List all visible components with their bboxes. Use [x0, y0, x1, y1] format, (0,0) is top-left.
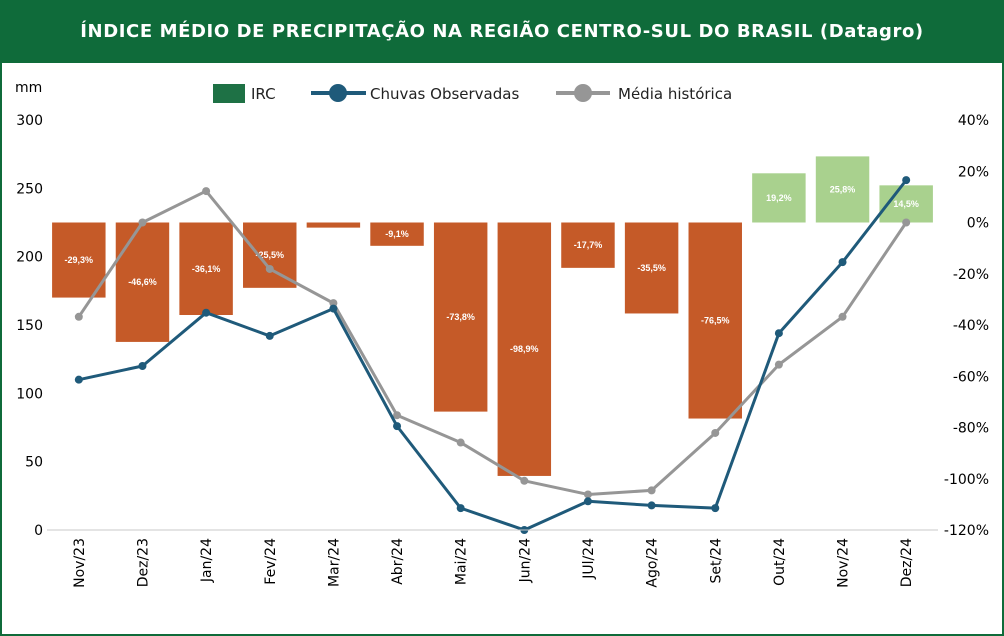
irc-bar-label: 14,5%	[893, 199, 919, 209]
irc-bar-label: -35,5%	[637, 263, 666, 273]
y2-tick-label: -100%	[944, 472, 989, 488]
media-historica-point	[583, 490, 592, 499]
combo-chart: IRC Chuvas Observadas Média histórica -29,…	[15, 80, 989, 588]
legend: IRC Chuvas Observadas Média histórica	[213, 84, 732, 103]
irc-bar-label: -25,5%	[255, 250, 284, 260]
media-historica-point	[902, 218, 911, 227]
irc-bar-label: 25,8%	[830, 184, 856, 194]
irc-bars	[52, 156, 933, 476]
y2-tick-label: -40%	[953, 318, 989, 334]
x-tick-label: Nov/24	[836, 538, 852, 588]
irc-bar-label: -98,9%	[510, 344, 539, 354]
irc-bar-label: -46,6%	[128, 277, 157, 287]
chuvas-observadas-point	[138, 362, 147, 370]
media-historica-line	[77, 189, 908, 496]
x-tick-label: Jun/24	[517, 538, 533, 583]
media-historica-point	[838, 312, 847, 321]
chuvas-observadas-point	[774, 329, 783, 338]
irc-bar-label: -76,5%	[701, 316, 730, 326]
irc-bar	[561, 222, 615, 268]
x-tick-label: Dez/23	[135, 538, 151, 587]
legend-swatch-chuvas-marker	[329, 84, 347, 102]
y2-tick-label: 40%	[958, 113, 989, 129]
irc-bar	[370, 222, 424, 246]
irc-bar	[752, 173, 806, 223]
x-tick-label: Ago/24	[645, 538, 661, 588]
media-historica-point	[138, 218, 147, 227]
chuvas-observadas-point	[902, 176, 911, 185]
x-tick-label: Dez/24	[899, 538, 915, 587]
media-historica-point	[647, 486, 656, 495]
irc-bar	[306, 222, 361, 228]
y2-tick-label: -20%	[953, 267, 989, 283]
x-tick-label: JUl/24	[581, 538, 597, 580]
irc-bar-label: -29,3%	[65, 255, 94, 265]
chuvas-observadas-point	[265, 331, 274, 340]
x-tick-label: Abr/24	[390, 538, 406, 585]
y-tick-label: 200	[16, 250, 43, 266]
media-historica-point	[774, 360, 783, 369]
axes: mm 300 250 200 150 100 50 0 40% 20% 0% -20% -40% -60%…	[15, 80, 989, 588]
irc-bar	[52, 222, 106, 298]
x-tick-label: Out/24	[772, 538, 788, 586]
chuvas-observadas-point	[647, 501, 656, 510]
chuvas-observadas-point	[456, 504, 465, 513]
chuvas-observadas-line	[78, 179, 908, 532]
media-historica-point	[520, 476, 529, 485]
irc-bar	[433, 222, 488, 412]
chuvas-observadas-point	[583, 497, 592, 506]
irc-bar	[688, 222, 742, 419]
y-tick-label: 50	[25, 455, 43, 471]
chuvas-observadas-point	[393, 422, 402, 431]
y2-tick-label: 0%	[967, 216, 989, 232]
irc-bar-label: 19,2%	[766, 193, 792, 203]
y-tick-label: 0	[34, 523, 43, 539]
media-historica-point	[711, 428, 720, 437]
media-historica-point	[74, 312, 83, 321]
legend-swatch-media-marker	[574, 84, 592, 102]
y-tick-label: 100	[16, 386, 43, 402]
series-lines	[74, 176, 911, 534]
x-tick-label: Mar/24	[326, 538, 342, 587]
x-tick-label: Mai/24	[454, 538, 470, 585]
legend-label-media: Média histórica	[618, 85, 732, 103]
media-historica-point	[329, 299, 338, 308]
y-tick-label: 150	[16, 318, 43, 334]
irc-bar-labels: -29,3% -46,6% -36,1% -25,5% -9,1% -73,8% -98,9…	[65, 184, 919, 354]
irc-bar	[815, 156, 870, 223]
legend-label-irc: IRC	[251, 85, 276, 103]
chuvas-observadas-point	[74, 375, 83, 384]
chuvas-observadas-point	[838, 258, 847, 267]
media-historica-point	[456, 438, 465, 447]
x-tick-label: Nov/23	[72, 538, 88, 588]
irc-bar-label: -17,7%	[574, 240, 603, 250]
irc-bar	[624, 222, 679, 314]
media-historica-point	[393, 411, 402, 420]
irc-bar	[179, 222, 233, 316]
media-historica-point	[265, 264, 274, 273]
irc-bar-label: -36,1%	[192, 264, 221, 274]
irc-bar	[115, 222, 170, 342]
x-tick-label: Fev/24	[263, 538, 279, 585]
y2-tick-label: -120%	[944, 523, 989, 539]
y2-tick-label: 20%	[958, 164, 989, 180]
y-axis-unit: mm	[15, 80, 42, 96]
chart-title: ÍNDICE MÉDIO DE PRECIPITAÇÃO NA REGIÃO C…	[0, 0, 1004, 63]
y2-tick-label: -80%	[953, 421, 989, 437]
x-tick-label: Set/24	[708, 538, 724, 584]
y2-tick-label: -60%	[953, 369, 989, 385]
chuvas-observadas-point	[329, 304, 338, 313]
x-tick-label: Jan/24	[199, 538, 215, 583]
irc-bar-label: -9,1%	[385, 229, 409, 239]
y-tick-label: 300	[16, 113, 43, 129]
legend-label-chuvas: Chuvas Observadas	[370, 85, 519, 103]
irc-bar-label: -73,8%	[446, 312, 475, 322]
y-tick-label: 250	[16, 181, 43, 197]
chuvas-observadas-point	[711, 504, 720, 513]
irc-bar	[497, 222, 552, 476]
legend-swatch-irc	[213, 84, 245, 103]
chuvas-observadas-point	[202, 308, 211, 317]
media-historica-point	[202, 187, 211, 196]
